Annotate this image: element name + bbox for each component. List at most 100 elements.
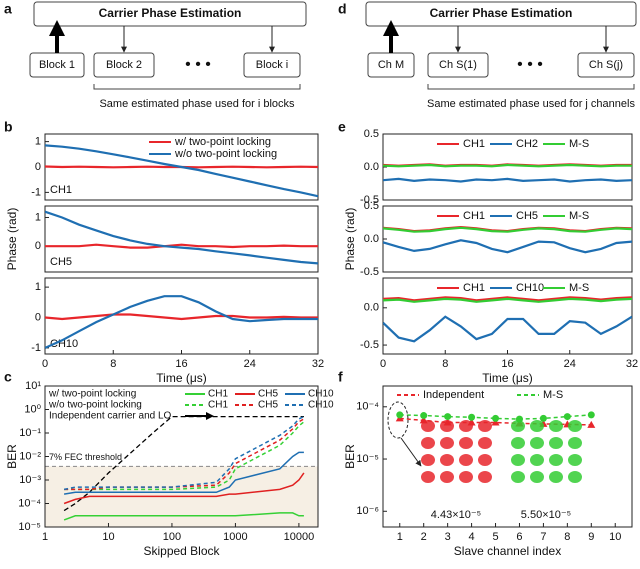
legend-label: CH5: [258, 400, 278, 411]
series-line: [45, 243, 318, 249]
marker: [587, 420, 596, 428]
x-tick-label: 10000: [284, 531, 315, 543]
constellation-point: [459, 454, 473, 466]
legend-group-label: w/ two-point locking: [48, 389, 136, 400]
ellipsis: • • •: [517, 56, 543, 73]
legend-label: Independent: [423, 389, 484, 401]
header-box: [365, 1, 637, 27]
block: [93, 52, 155, 78]
y-tick-label: 0: [35, 240, 41, 252]
x-tick-label: 2: [421, 531, 427, 543]
x-tick-label: 8: [110, 358, 116, 370]
highlight: [387, 401, 409, 439]
legend-label: CH5: [516, 210, 538, 222]
legend-label: CH10: [308, 400, 334, 411]
legend-label: CH1: [463, 138, 485, 150]
y-tick-label: 0: [35, 161, 41, 173]
header: Carrier Phase Estimation: [99, 6, 242, 20]
legend-label: CH1: [208, 400, 228, 411]
x-axis-title: Time (μs): [156, 371, 206, 385]
constellation-point: [440, 420, 454, 432]
legend-label: CH5: [258, 389, 278, 400]
y-tick-label: 10⁻¹: [19, 427, 41, 439]
subplot-label: CH1: [50, 184, 72, 196]
chart: -0.5 0.0 0 8 16 24 32 Time (μs) CH1 CH10 M-S: [360, 277, 638, 385]
series-line: [64, 421, 305, 491]
series-line: [383, 315, 632, 343]
series-line: [63, 472, 305, 505]
x-tick-label: 9: [588, 531, 594, 543]
marker: [587, 411, 595, 419]
legend-label: CH1: [463, 210, 485, 222]
chart: 7% FEC threshold 10⁻⁵ 10⁻⁴ 10⁻³ 10⁻² 10⁻¹ 10⁰ 1…: [5, 380, 334, 558]
chart: 10⁻⁶ 10⁻⁵ 10⁻⁴ 1 2 3 4 5 6 7 8 9 10 Slave channel ind…: [343, 385, 633, 558]
marker: [539, 414, 547, 422]
y-axis-title: Phase (rad): [343, 208, 357, 271]
y-tick-label: 10⁻³: [19, 474, 41, 486]
series-line: [383, 163, 632, 168]
subplot-label: CH10: [50, 338, 78, 350]
series-line: [63, 512, 304, 521]
panel-label: b: [4, 119, 13, 135]
block: [427, 52, 489, 78]
y-tick-label: 1: [35, 211, 41, 223]
chart: -0.5 0.0 0.5 CH1 CH2 M-S: [360, 128, 633, 206]
y-tick-label: -0.5: [360, 194, 379, 206]
legend-label: M-S: [543, 389, 563, 401]
x-tick-label: 1000: [223, 531, 247, 543]
marker: [492, 414, 500, 422]
constellation-point: [478, 437, 492, 449]
y-tick-label: 10⁰: [24, 403, 41, 415]
y-tick-label: 10⁻⁴: [18, 497, 41, 509]
y-axis-title: BER: [5, 444, 19, 469]
x-tick-label: 0: [380, 358, 386, 370]
plot-frame: [382, 277, 633, 355]
marker: [420, 412, 428, 420]
y-tick-label: -0.5: [360, 339, 379, 351]
constellation-point: [440, 437, 454, 449]
constellation-point: [421, 454, 435, 466]
x-tick-label: 32: [312, 358, 324, 370]
constellation-point: [511, 454, 525, 466]
x-tick-label: 6: [516, 531, 522, 543]
x-tick-label: 8: [564, 531, 570, 543]
x-tick-label: 7: [540, 531, 546, 543]
x-tick-label: 1: [42, 531, 48, 543]
panel-label: e: [338, 119, 346, 135]
y-axis-title: Phase (rad): [5, 208, 19, 271]
constellation-point: [511, 437, 525, 449]
x-tick-label: 100: [163, 531, 181, 543]
constellation-point: [421, 420, 435, 432]
marker: [468, 413, 476, 421]
block: [243, 52, 301, 78]
x-axis-title: Skipped Block: [143, 544, 220, 558]
constellation-point: [511, 471, 525, 483]
constellation-point: [549, 454, 563, 466]
series-line: [45, 313, 318, 321]
bracket: [427, 84, 635, 90]
x-tick-label: 10: [609, 531, 621, 543]
y-tick-label: 0.0: [364, 233, 379, 245]
marker: [491, 418, 500, 426]
panel-label: f: [338, 369, 343, 385]
y-tick-label: 10⁻⁵: [18, 521, 41, 533]
constellation-point: [478, 454, 492, 466]
block-label: Ch M: [378, 59, 404, 71]
marker: [444, 413, 452, 421]
constellation-point: [459, 420, 473, 432]
y-tick-label: 0.5: [364, 128, 379, 140]
y-tick-label: 10⁻⁵: [356, 453, 379, 465]
ellipsis: • • •: [185, 56, 211, 73]
legend-label: CH10: [308, 389, 334, 400]
constellation-point: [549, 471, 563, 483]
x-tick-label: 24: [244, 358, 256, 370]
series-line: [45, 210, 318, 265]
series-line: [64, 418, 305, 491]
x-axis-title: Time (μs): [482, 371, 532, 385]
threshold-label: 7% FEC threshold: [49, 452, 122, 462]
constellation-point: [549, 437, 563, 449]
marker: [563, 413, 571, 421]
